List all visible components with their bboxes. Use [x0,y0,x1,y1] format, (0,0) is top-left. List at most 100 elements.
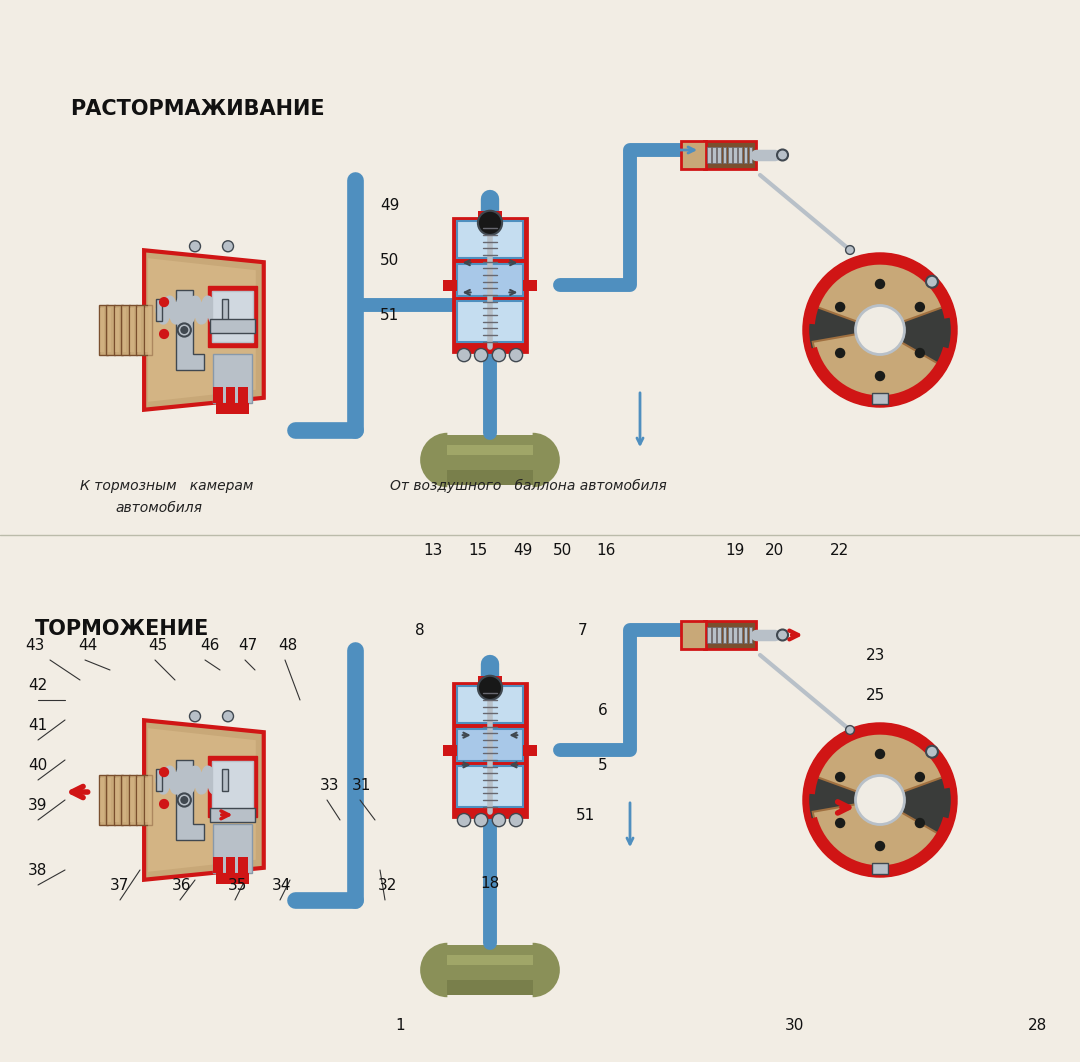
Bar [156,769,162,791]
Circle shape [160,768,168,776]
Circle shape [181,327,188,333]
Bar [211,808,255,822]
Bar [707,147,711,164]
Bar [144,305,152,355]
Text: 15: 15 [468,543,487,558]
Text: 50: 50 [380,253,400,268]
Text: 22: 22 [831,543,849,558]
Text: 6: 6 [598,703,608,718]
Circle shape [160,800,168,808]
Bar [748,627,753,644]
Text: 49: 49 [380,198,400,213]
Circle shape [477,210,502,235]
Bar [216,873,249,885]
Wedge shape [815,732,944,800]
Bar [728,147,731,164]
Text: От воздушного   баллона автомобиля: От воздушного баллона автомобиля [390,479,666,493]
Bar [457,729,524,761]
Wedge shape [532,433,559,487]
Bar [447,445,532,455]
Circle shape [915,772,926,783]
Circle shape [915,348,926,358]
Bar [122,777,126,822]
Bar [214,824,252,873]
Bar [872,393,888,405]
Circle shape [806,256,955,405]
Circle shape [189,710,201,722]
Bar [443,744,457,755]
Text: 8: 8 [415,623,424,638]
Bar [214,354,252,404]
Bar [211,319,255,332]
Text: 45: 45 [148,638,167,653]
Circle shape [835,772,846,783]
Text: 32: 32 [378,878,397,893]
Bar [144,775,152,825]
Text: ТОРМОЖЕНИЕ: ТОРМОЖЕНИЕ [35,619,210,639]
Bar [238,857,247,873]
Bar [214,857,224,873]
Bar [712,627,716,644]
Text: 39: 39 [28,798,48,813]
Bar [477,675,502,688]
Bar [447,435,532,484]
Text: 48: 48 [278,638,297,653]
Circle shape [846,725,854,735]
Bar [443,279,457,291]
Bar [707,627,711,644]
Circle shape [926,276,937,288]
Bar [447,980,532,995]
Text: 43: 43 [25,638,44,653]
Wedge shape [420,433,447,487]
Polygon shape [144,251,264,410]
Bar [733,627,737,644]
Text: 40: 40 [28,758,48,773]
Bar [447,955,532,965]
Polygon shape [176,760,203,840]
Text: 46: 46 [200,638,219,653]
Text: 1: 1 [395,1018,405,1033]
Bar [113,305,122,355]
Circle shape [915,302,926,312]
Bar [717,147,721,164]
Circle shape [777,630,788,640]
Circle shape [189,241,201,252]
Circle shape [222,241,233,252]
Bar [216,404,249,414]
Bar [717,627,721,644]
Wedge shape [815,261,944,330]
Bar [145,308,148,353]
Text: 37: 37 [110,878,130,893]
Bar [130,777,134,822]
Bar [208,756,257,817]
Circle shape [855,775,905,824]
Circle shape [458,348,471,362]
Bar [214,387,224,404]
Circle shape [160,329,168,339]
Bar [723,627,727,644]
Circle shape [835,348,846,358]
Bar [100,308,104,353]
Bar [129,305,137,355]
Text: 36: 36 [172,878,191,893]
Bar [457,263,524,296]
Bar [447,469,532,484]
Bar [129,775,137,825]
Circle shape [875,371,886,381]
Text: 42: 42 [28,678,48,693]
Circle shape [510,813,523,826]
Bar [226,387,235,404]
Circle shape [926,746,937,757]
Bar [739,147,742,164]
Text: 30: 30 [785,1018,805,1033]
Bar [98,775,108,825]
Bar [680,141,705,169]
Bar [704,141,756,169]
Bar [137,777,141,822]
Text: 41: 41 [28,718,48,733]
Text: 18: 18 [480,876,499,891]
Circle shape [458,813,471,826]
Bar [221,769,228,791]
Bar [116,308,119,353]
Text: 34: 34 [272,878,292,893]
